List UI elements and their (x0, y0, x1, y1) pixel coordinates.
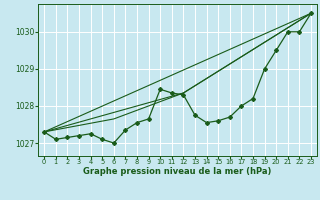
X-axis label: Graphe pression niveau de la mer (hPa): Graphe pression niveau de la mer (hPa) (84, 167, 272, 176)
